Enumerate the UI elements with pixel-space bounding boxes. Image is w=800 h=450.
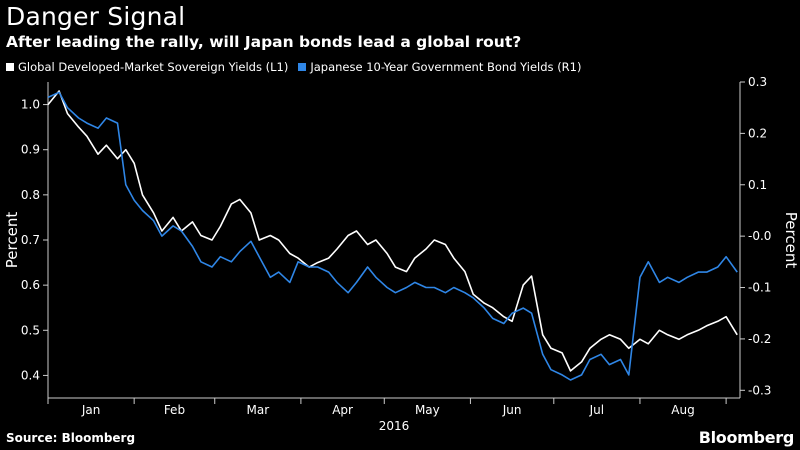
legend-label-global: Global Developed-Market Sovereign Yields… <box>18 60 289 74</box>
x-tick-label: Feb <box>164 403 185 417</box>
chart-subtitle: After leading the rally, will Japan bond… <box>6 33 522 51</box>
y-right-tick-label: -0.3 <box>748 383 771 397</box>
legend: Global Developed-Market Sovereign Yields… <box>6 60 581 74</box>
y-left-tick-label: 0.6 <box>21 278 40 292</box>
y-right-tick-label: -0.0 <box>748 229 771 243</box>
brand-logo: Bloomberg <box>698 428 795 447</box>
source-note: Source: Bloomberg <box>6 431 136 445</box>
x-tick-label: Aug <box>671 403 694 417</box>
x-tick-label: Jun <box>502 403 522 417</box>
legend-swatch-white <box>6 63 14 71</box>
x-axis-title: 2016 <box>379 419 410 433</box>
y-left-tick-label: 0.7 <box>21 233 40 247</box>
y-right-axis-title: Percent <box>782 212 800 269</box>
series-line-global <box>47 90 738 372</box>
axes-group: 0.4 0.5 0.6 0.7 0.8 0.9 1.0 -0.3 -0.2 -0.1 -0.0 0.1… <box>3 75 800 433</box>
y-left-tick-label: 0.4 <box>21 368 40 382</box>
y-left-tick-label: 0.5 <box>21 323 40 337</box>
y-right-tick-label: 0.2 <box>748 126 767 140</box>
y-left-tick-label: 0.9 <box>21 143 40 157</box>
series-line-japan <box>47 91 738 381</box>
legend-swatch-blue <box>298 63 307 71</box>
x-tick-label: Apr <box>332 403 353 417</box>
y-right-tick-label: -0.2 <box>748 332 771 346</box>
series-group <box>47 90 738 381</box>
y-right-tick-label: -0.1 <box>748 281 771 295</box>
x-tick-label: Mar <box>247 403 270 417</box>
legend-item-global: Global Developed-Market Sovereign Yields… <box>6 60 288 74</box>
y-left-tick-label: 1.0 <box>21 98 40 112</box>
x-tick-label: Jan <box>81 403 101 417</box>
legend-item-japan: Japanese 10-Year Government Bond Yields … <box>298 60 581 74</box>
y-left-axis-title: Percent <box>3 212 21 269</box>
y-right-tick-label: 0.3 <box>748 75 767 89</box>
y-right-tick-label: 0.1 <box>748 178 767 192</box>
legend-label-japan: Japanese 10-Year Government Bond Yields … <box>310 60 582 74</box>
chart-title: Danger Signal <box>6 2 186 31</box>
x-tick-label: Jul <box>589 403 604 417</box>
x-tick-label: May <box>415 403 440 417</box>
y-left-tick-label: 0.8 <box>21 188 40 202</box>
